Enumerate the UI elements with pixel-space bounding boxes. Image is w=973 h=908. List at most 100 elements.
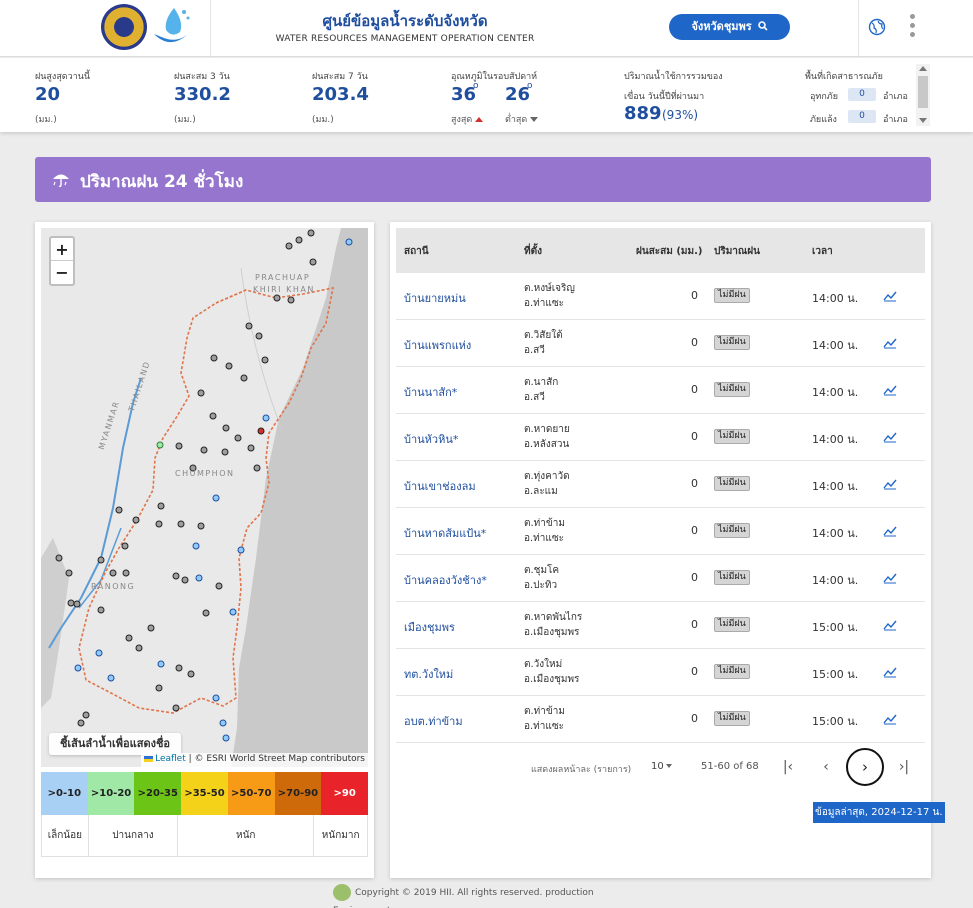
- rain-value: 0: [691, 430, 698, 443]
- temp-min-value: 26: [505, 84, 531, 105]
- next-page-button[interactable]: ›: [846, 748, 884, 786]
- rain-value: 0: [691, 665, 698, 678]
- water-center-logo: [154, 8, 192, 43]
- station-name-link[interactable]: อบต.ท่าข้าม: [404, 715, 463, 728]
- rain-status-badge: ไม่มีฝน: [714, 382, 750, 397]
- legend-range: >10-20: [87, 772, 135, 815]
- more-menu-icon[interactable]: [908, 14, 916, 40]
- map-canvas: [41, 228, 368, 767]
- max-rain-label: ฝนสูงสุดวานนี้: [35, 72, 91, 82]
- river-hint: ชี้เส้นลำน้ำเพื่อแสดงชื่อ: [49, 733, 181, 755]
- page-range: 51-60 of 68: [701, 761, 759, 772]
- summary-stats-bar: ฝนสูงสุดวานนี้ 20 (มม.) ฝนสะสม 3 วัน 330…: [0, 58, 973, 132]
- last-page-button[interactable]: ›|: [898, 759, 910, 775]
- table-row: ทต.วังใหม่ ต.วังใหม่ อ.เมืองชุมพร 0 ไม่มีฝน 1…: [396, 649, 925, 696]
- flood-count-badge: 0: [848, 88, 876, 101]
- report-time: 15:00 น.: [812, 621, 859, 634]
- rain-legend: >0-10 >10-20 >20-35 >35-50 >50-70 >70-90 >90 เ…: [41, 772, 369, 857]
- table-row: บ้านแพรกแห่ง ต.วิสัยใต้ อ.สวี 0 ไม่มีฝน 14:00…: [396, 320, 925, 367]
- chart-icon[interactable]: [883, 572, 897, 584]
- rain-status-badge: ไม่มีฝน: [714, 523, 750, 538]
- col-location[interactable]: ที่ตั้ง: [524, 246, 542, 257]
- legend-level: เล็กน้อย: [42, 815, 89, 856]
- table-row: อบต.ท่าข้าม ต.ท่าข้าม อ.ท่าแซะ 0 ไม่มีฝน 15:0…: [396, 696, 925, 743]
- report-time: 14:00 น.: [812, 527, 859, 540]
- flag-icon: [144, 755, 154, 762]
- temp-max-caption: สูงสุด: [451, 112, 484, 126]
- station-location: ต.ทุ่งคาวัด อ.ละแม: [524, 471, 570, 497]
- report-time: 15:00 น.: [812, 668, 859, 681]
- table-row: บ้านยายหม่น ต.หงษ์เจริญ อ.ท่าแซะ 0 ไม่มีฝน 14…: [396, 273, 925, 320]
- station-location: ต.ท่าข้าม อ.ท่าแซะ: [524, 706, 565, 732]
- col-time[interactable]: เวลา: [812, 246, 833, 257]
- legend-range: >0-10: [41, 772, 88, 815]
- dam-label-line1: ปริมาณน้ำใช้การรวมของ: [624, 72, 723, 82]
- table-row: บ้านเขาช่องลม ต.ทุ่งคาวัด อ.ละแม 0 ไม่มีฝน 14…: [396, 461, 925, 508]
- chart-icon[interactable]: [883, 713, 897, 725]
- report-time: 14:00 น.: [812, 292, 859, 305]
- map-label-ranong: RANONG: [91, 582, 136, 591]
- rain-status-badge: ไม่มีฝน: [714, 476, 750, 491]
- table-header: สถานี ที่ตั้ง ฝนสะสม (มม.) ปริมาณฝน เวลา: [396, 228, 925, 273]
- drought-count-badge: 0: [848, 110, 876, 123]
- col-station[interactable]: สถานี: [404, 246, 429, 257]
- copyright-text: Copyright © 2019 HII. All rights reserve…: [333, 888, 594, 908]
- table-row: บ้านหาดส้มแป้น* ต.ท่าข้าม อ.ท่าแซะ 0 ไม่มีฝน…: [396, 508, 925, 555]
- station-name-link[interactable]: บ้านแพรกแห่ง: [404, 339, 472, 352]
- table-row: บ้านนาสัก* ต.นาสัก อ.สวี 0 ไม่มีฝน 14:00 น.: [396, 367, 925, 414]
- station-name-link[interactable]: เมืองชุมพร: [404, 621, 455, 634]
- footer: Copyright © 2019 HII. All rights reserve…: [333, 884, 653, 908]
- hii-logo: [333, 884, 351, 901]
- report-time: 14:00 น.: [812, 574, 859, 587]
- chart-icon[interactable]: [883, 290, 897, 302]
- station-name-link[interactable]: บ้านเขาช่องลม: [404, 480, 476, 493]
- max-rain-value: 20: [35, 84, 61, 105]
- table-row: เมืองชุมพร ต.หาดพันไกร อ.เมืองชุมพร 0 ไม่มีฝ…: [396, 602, 925, 649]
- chart-icon[interactable]: [883, 619, 897, 631]
- station-map[interactable]: PRACHUAP KHIRI KHAN CHUMPHON RANONG MYAN…: [41, 228, 368, 767]
- degree-symbol: o: [473, 81, 479, 91]
- rain-value: 0: [691, 618, 698, 631]
- rain-3day-value: 330.2: [174, 84, 231, 105]
- leaflet-link[interactable]: Leaflet: [155, 754, 186, 764]
- legend-level-row: เล็กน้อย ปานกลาง หนัก หนักมาก: [41, 815, 368, 857]
- col-amount[interactable]: ปริมาณฝน: [714, 246, 760, 257]
- disaster-label: พื้นที่เกิดสาธารณภัย: [805, 72, 883, 82]
- chart-icon[interactable]: [883, 384, 897, 396]
- header-divider: [210, 0, 211, 57]
- drought-unit: อำเภอ: [883, 115, 908, 125]
- zoom-out-button[interactable]: −: [55, 263, 69, 282]
- dam-volume-value: 889: [624, 103, 662, 124]
- rows-per-page-label: แสดงผลหน้าละ (รายการ): [531, 765, 632, 775]
- rain-status-badge: ไม่มีฝน: [714, 617, 750, 632]
- report-time: 14:00 น.: [812, 480, 859, 493]
- table-row: บ้านคลองวังช้าง* ต.ชุมโค อ.ปะทิว 0 ไม่มีฝน 14…: [396, 555, 925, 602]
- station-name-link[interactable]: บ้านหาดส้มแป้น*: [404, 527, 487, 540]
- attribution-text: | © ESRI World Street Map contributors: [185, 754, 365, 764]
- chart-icon[interactable]: [883, 666, 897, 678]
- prev-page-button[interactable]: ‹: [823, 759, 829, 775]
- first-page-button[interactable]: |‹: [782, 759, 794, 775]
- chart-icon[interactable]: [883, 478, 897, 490]
- station-name-link[interactable]: บ้านนาสัก*: [404, 386, 458, 399]
- page-subtitle: WATER RESOURCES MANAGEMENT OPERATION CEN…: [275, 34, 535, 44]
- rain-value: 0: [691, 571, 698, 584]
- province-select-button[interactable]: จังหวัดชุมพร: [669, 14, 790, 40]
- col-accum[interactable]: ฝนสะสม (มม.): [636, 246, 703, 257]
- station-name-link[interactable]: บ้านหัวหิน*: [404, 433, 459, 446]
- chart-icon[interactable]: [883, 431, 897, 443]
- rain-value: 0: [691, 477, 698, 490]
- globe-icon[interactable]: [868, 18, 886, 36]
- caret-down-icon: [665, 764, 672, 768]
- station-location: ต.วิสัยใต้ อ.สวี: [524, 330, 563, 356]
- disaster-scrollbar[interactable]: [916, 64, 930, 126]
- station-name-link[interactable]: บ้านยายหม่น: [404, 292, 466, 305]
- rows-per-page-select[interactable]: 10: [651, 761, 672, 772]
- dam-label-line2: เขื่อน วันนี้ปีที่ผ่านมา: [624, 92, 705, 102]
- station-name-link[interactable]: บ้านคลองวังช้าง*: [404, 574, 487, 587]
- zoom-in-button[interactable]: +: [51, 238, 73, 261]
- chart-icon[interactable]: [883, 525, 897, 537]
- chart-icon[interactable]: [883, 337, 897, 349]
- station-name-link[interactable]: ทต.วังใหม่: [404, 668, 454, 681]
- temp-min-caption: ต่ำสุด: [505, 112, 539, 126]
